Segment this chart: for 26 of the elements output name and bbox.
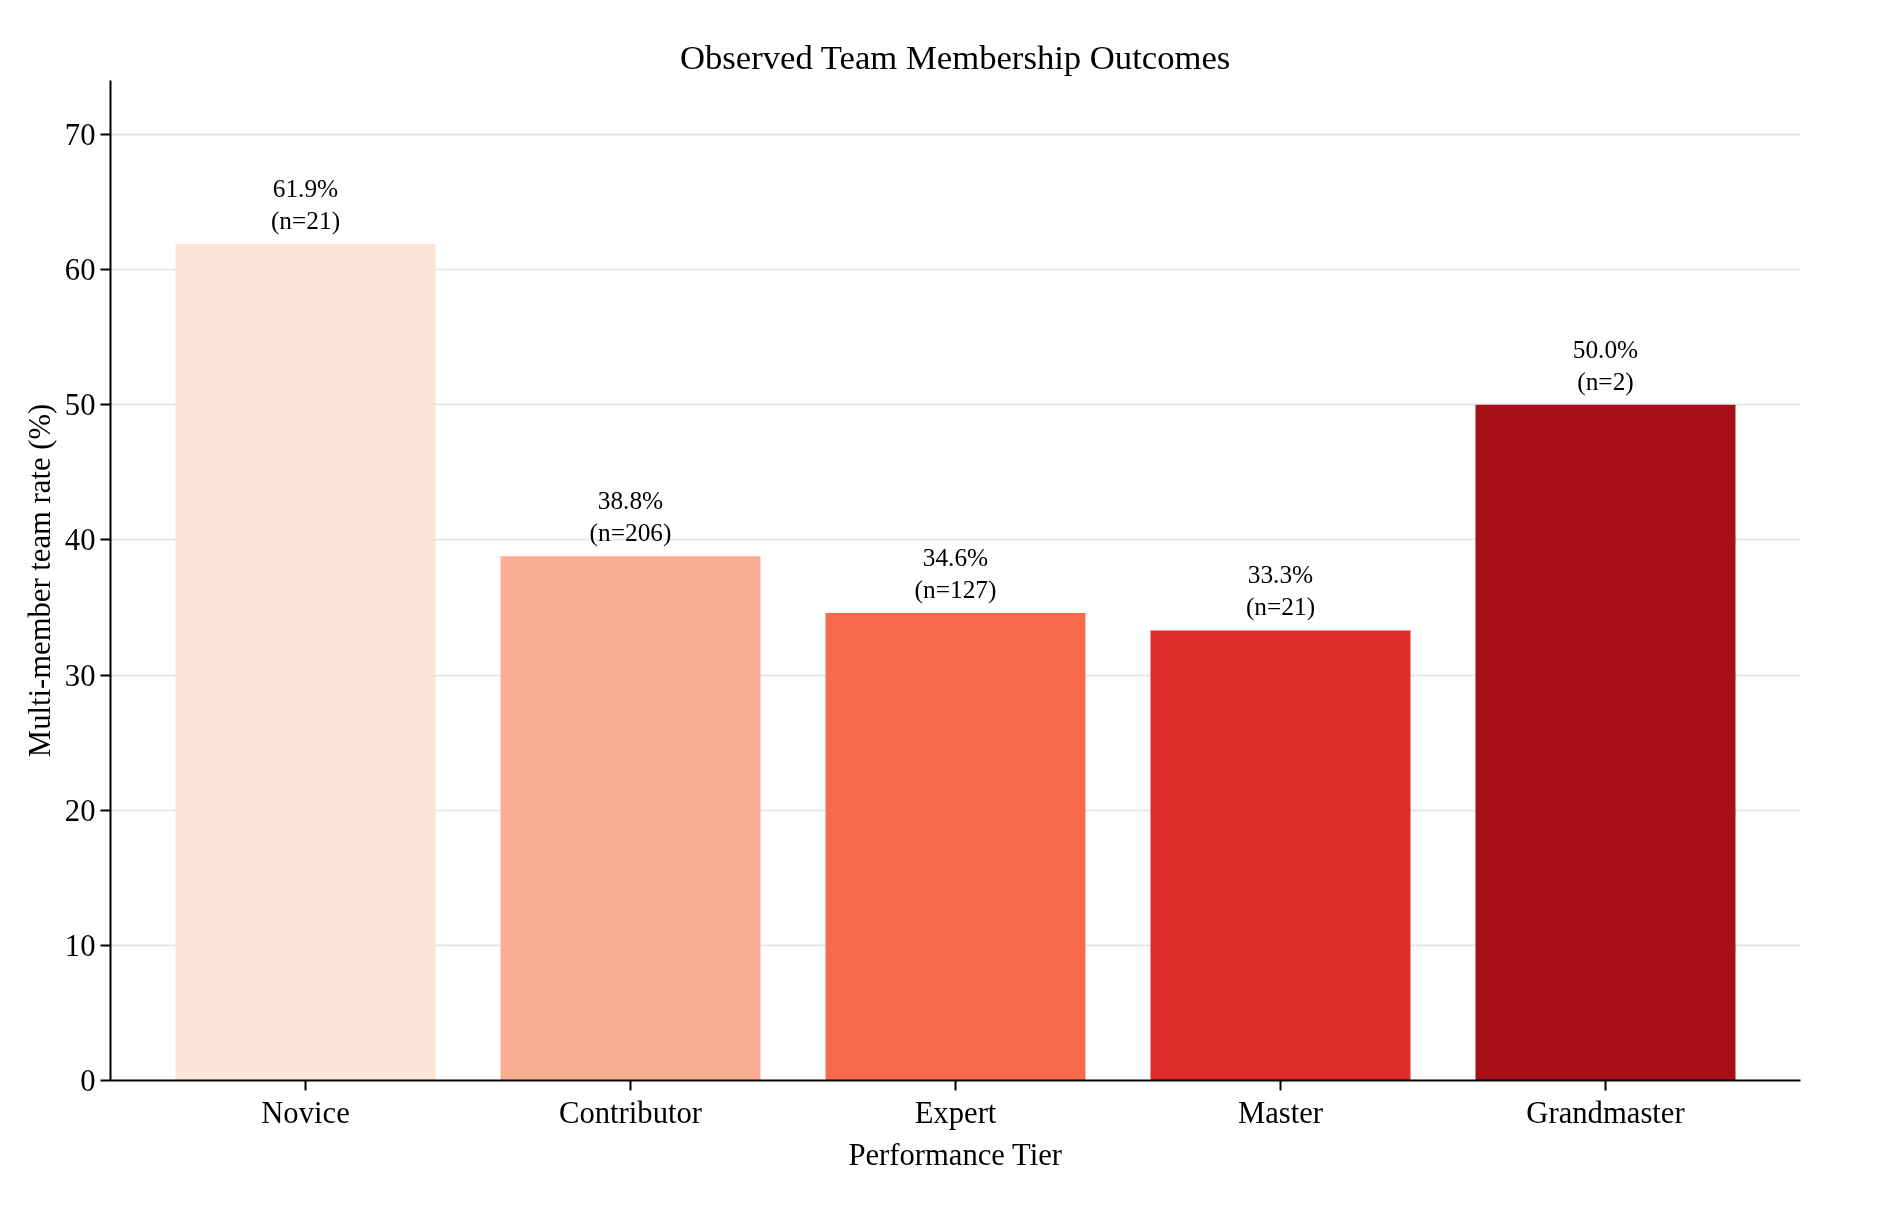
data-label: 33.3% (n=21) [1245,560,1316,622]
bar [825,612,1086,1081]
y-tick-label: 20 [64,793,96,828]
chart-title: Observed Team Membership Outcomes [680,37,1231,76]
bar [500,556,761,1081]
x-tick-label: Master [1237,1095,1324,1130]
y-tick-label: 50 [64,388,96,423]
x-axis-title: Performance Tier [848,1137,1063,1172]
y-tick-label: 30 [64,658,96,693]
x-tick-label: Novice [261,1095,350,1130]
data-label: 61.9% (n=21) [270,173,341,236]
data-label: 50.0% (n=2) [1572,334,1639,396]
data-label: 34.6% (n=127) [914,542,997,604]
y-axis-title: Multi-member team rate (%) [22,403,57,758]
y-tick-label: 40 [64,523,96,558]
bar [175,244,436,1081]
y-tick-label: 10 [64,928,96,963]
bar [1475,404,1736,1081]
y-tick-label: 0 [80,1064,96,1098]
bar [1150,630,1411,1081]
y-tick-label: 60 [64,253,96,288]
x-tick-label: Expert [914,1095,997,1130]
x-tick-label: Contributor [558,1095,703,1130]
data-label: 38.8% (n=206) [589,485,672,548]
y-tick-label: 70 [64,118,96,153]
x-tick-label: Grandmaster [1526,1095,1685,1130]
